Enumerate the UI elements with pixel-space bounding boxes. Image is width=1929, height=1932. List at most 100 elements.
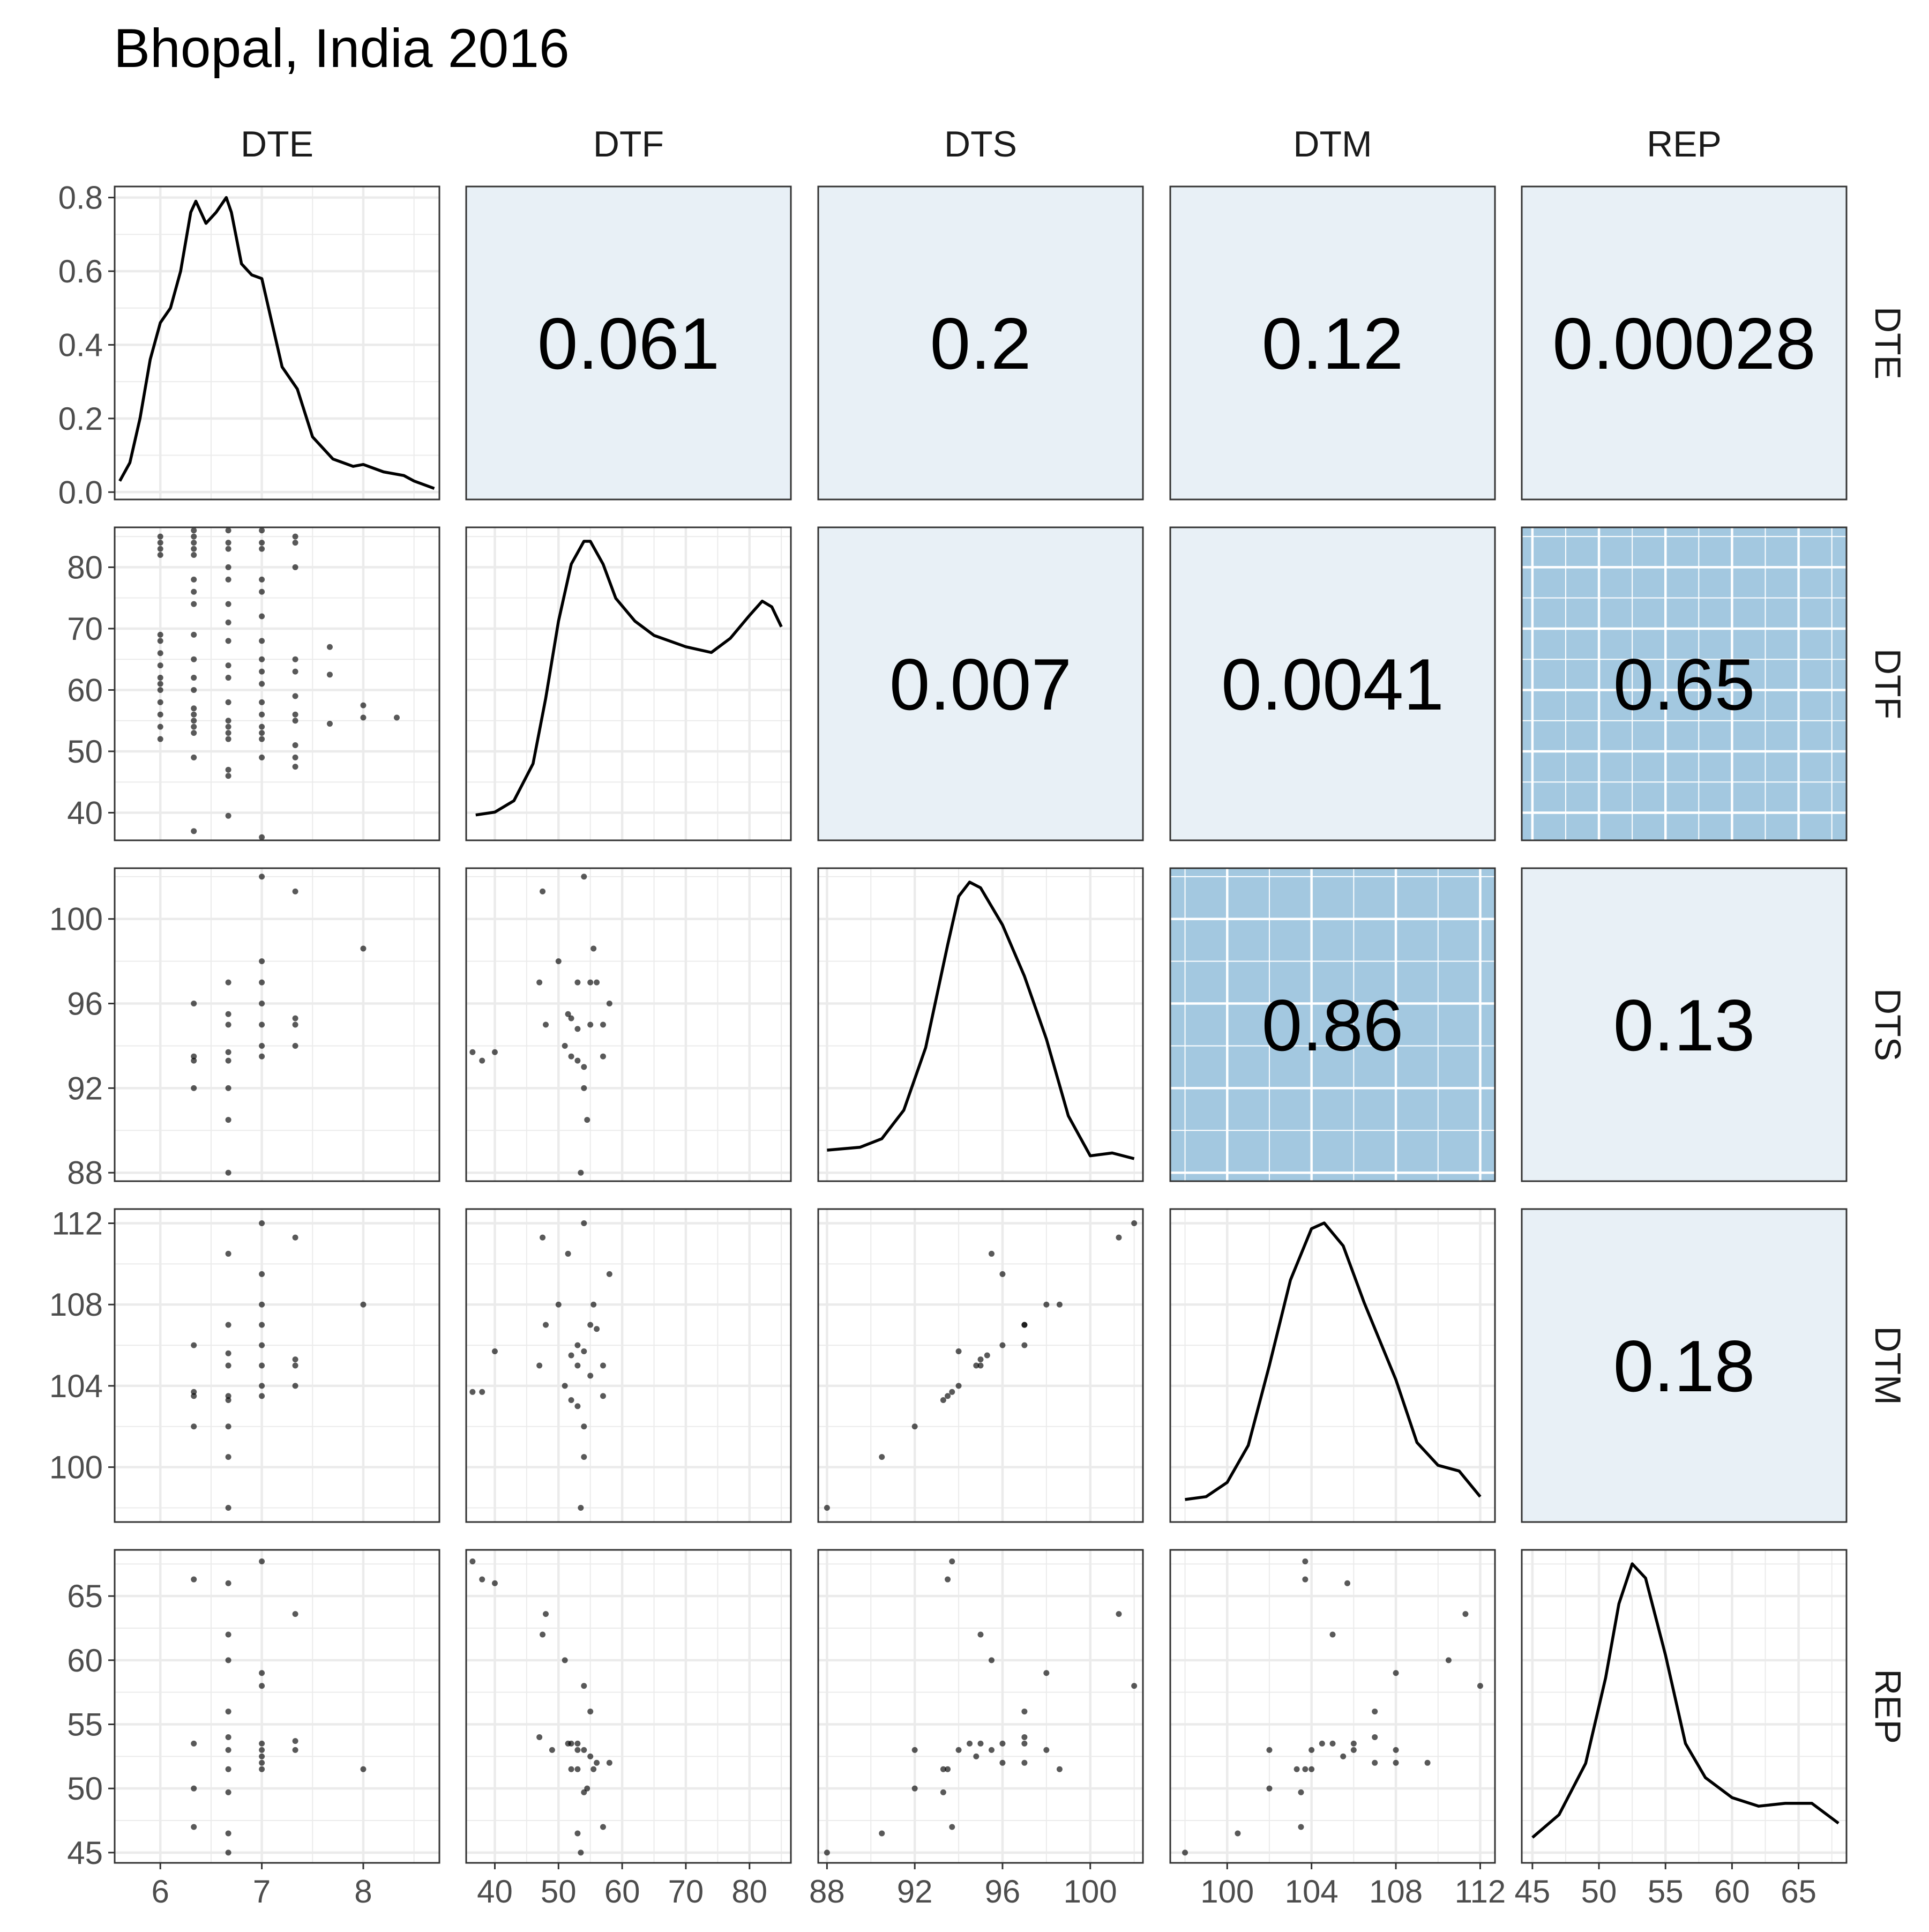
panel-border [1521, 867, 1848, 1182]
panel-DTS-DTS [817, 867, 1144, 1182]
scatter-point [157, 681, 163, 687]
scatter-point [259, 613, 265, 620]
panel-DTS-DTE [114, 867, 440, 1182]
scatter-point [259, 1271, 265, 1277]
scatter-point [191, 1824, 197, 1830]
panel-REP-DTM [1169, 1549, 1496, 1864]
x-tick-label: 50 [1581, 1874, 1617, 1909]
scatter-point [1056, 1301, 1063, 1308]
scatter-point [225, 736, 231, 742]
scatter-point [977, 1631, 984, 1638]
scatter-point [568, 1053, 574, 1060]
scatter-point [292, 540, 298, 546]
scatter-point [292, 1021, 298, 1028]
panel-border [465, 1208, 792, 1523]
scatter-point [1462, 1611, 1469, 1617]
scatter-point [574, 1830, 581, 1837]
scatter-point [225, 1117, 231, 1123]
scatter-point [225, 1049, 231, 1055]
panel-border [1521, 526, 1848, 841]
scatter-point [574, 1766, 581, 1772]
scatter-point [1021, 1759, 1028, 1766]
scatter-point [292, 533, 298, 540]
scatter-point [225, 540, 231, 546]
correlation-cell-bg [818, 187, 1143, 499]
scatter-point [360, 1766, 367, 1772]
scatter-point [259, 527, 265, 534]
y-tick-label: 60 [67, 1643, 103, 1679]
panel-bg [115, 527, 439, 840]
y-tick-label: 50 [67, 1771, 103, 1807]
correlation-value-DTS-DTM: 0.86 [1262, 984, 1404, 1066]
scatter-point [1116, 1234, 1122, 1241]
scatter-point [225, 1085, 231, 1091]
scatter-point [259, 1393, 265, 1399]
density-curve-DTS [827, 881, 1135, 1160]
scatter-point [157, 546, 163, 552]
scatter-point [945, 1393, 951, 1399]
correlation-cell-bg [1522, 868, 1846, 1181]
panel-DTF-DTF [465, 526, 792, 841]
scatter-point [157, 631, 163, 638]
scatter-point [574, 979, 581, 986]
correlation-cell-bg [1170, 527, 1495, 840]
correlation-value-DTF-REP: 0.65 [1613, 644, 1755, 725]
panel-DTE-DTM: 0.12 [1169, 185, 1496, 501]
y-axis-DTM: 100 104 108 112 [49, 1206, 115, 1486]
scatter-point [292, 1383, 298, 1389]
scatter-point [259, 1021, 265, 1028]
scatter-point [594, 979, 600, 986]
panel-REP-REP [1521, 1549, 1848, 1864]
correlation-value-DTS-REP: 0.13 [1613, 984, 1755, 1066]
scatter-point [988, 1747, 995, 1753]
scatter-point [988, 1657, 995, 1664]
panel-bg [466, 527, 791, 840]
scatter-point [259, 1362, 265, 1369]
scatter-point [191, 705, 197, 712]
scatter-point [568, 1740, 574, 1747]
scatter-point [1056, 1766, 1063, 1772]
panel-border [465, 185, 792, 501]
panel-DTF-DTE [114, 526, 440, 841]
scatter-point [606, 1001, 612, 1007]
scatter-point [360, 702, 367, 708]
scatter-point [259, 874, 265, 880]
y-tick-label: 0.0 [58, 474, 103, 510]
scatter-point [191, 1576, 197, 1583]
scatter-point [225, 1021, 231, 1028]
panel-DTS-REP: 0.13 [1521, 867, 1848, 1182]
scatter-point [225, 1631, 231, 1638]
y-tick-label: 92 [67, 1070, 103, 1106]
scatter-point [326, 720, 333, 727]
correlation-cell-bg [1522, 187, 1846, 499]
chart-title: Bhopal, India 2016 [114, 18, 570, 79]
scatter-point [191, 1389, 197, 1395]
scatter-point [581, 1220, 587, 1227]
scatter-point [1043, 1301, 1050, 1308]
scatter-point [988, 1250, 995, 1257]
scatter-point [1131, 1220, 1138, 1227]
scatter-point [600, 1393, 606, 1399]
scatter-point [1021, 1734, 1028, 1740]
scatter-point [191, 1001, 197, 1007]
scatter-point [191, 687, 197, 693]
y-tick-label: 0.6 [58, 253, 103, 289]
scatter-point [940, 1789, 946, 1795]
correlation-value-DTF-DTM: 0.0041 [1221, 644, 1444, 725]
scatter-point [1021, 1342, 1028, 1348]
scatter-point [225, 723, 231, 730]
scatter-point [574, 1057, 581, 1064]
panel-bg [115, 1209, 439, 1522]
density-curve-DTM [1185, 1221, 1482, 1501]
strip-label-right-REP: REP [1867, 1669, 1908, 1744]
scatter-point [945, 1766, 951, 1772]
scatter-point [292, 1015, 298, 1021]
scatter-point [1319, 1740, 1325, 1747]
scatter-point [191, 1085, 197, 1091]
scatter-point [225, 1322, 231, 1328]
scatter-point [1043, 1670, 1050, 1676]
scatter-point [191, 552, 197, 558]
scatter-point [578, 1169, 584, 1176]
scatter-point [581, 1747, 587, 1753]
scatter-point [225, 1734, 231, 1740]
